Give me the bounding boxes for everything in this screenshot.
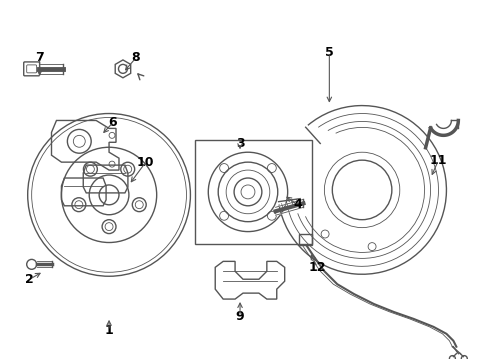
Text: 7: 7 <box>35 51 44 64</box>
Text: 12: 12 <box>309 261 326 274</box>
Text: 2: 2 <box>25 273 34 286</box>
Text: 4: 4 <box>293 198 302 211</box>
Bar <box>196 140 313 244</box>
Text: 1: 1 <box>105 324 113 337</box>
Text: 3: 3 <box>236 137 245 150</box>
Text: 8: 8 <box>131 51 140 64</box>
Text: 11: 11 <box>430 154 447 167</box>
Text: 5: 5 <box>325 46 334 59</box>
Text: 6: 6 <box>109 116 117 129</box>
Text: 9: 9 <box>236 310 245 323</box>
Bar <box>298 234 313 246</box>
Text: 10: 10 <box>137 156 154 168</box>
